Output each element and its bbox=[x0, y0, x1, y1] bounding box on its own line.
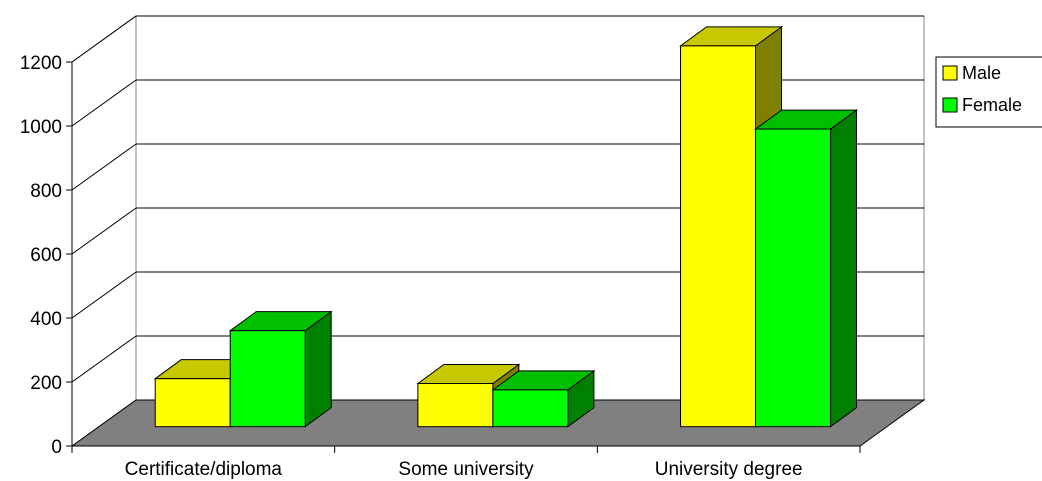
y-tick-label: 0 bbox=[51, 437, 62, 458]
bar-front bbox=[154, 378, 231, 428]
chart-legend: Male Female bbox=[935, 56, 1042, 128]
x-category-label: Some university bbox=[398, 459, 534, 480]
bar-side bbox=[304, 310, 332, 428]
gridline-side bbox=[71, 207, 137, 255]
gridline-side bbox=[71, 143, 137, 191]
bar-female-0 bbox=[228, 310, 333, 428]
bar-front bbox=[755, 128, 832, 428]
bar-female-2 bbox=[754, 109, 859, 428]
legend-label: Male bbox=[962, 63, 1001, 83]
y-tick-label: 1200 bbox=[20, 53, 62, 74]
gridline-side bbox=[71, 335, 137, 383]
legend-swatch bbox=[942, 65, 958, 81]
gridline-side bbox=[71, 271, 137, 319]
y-tick-label: 800 bbox=[30, 181, 62, 202]
x-category-label: Certificate/diploma bbox=[125, 459, 283, 480]
chart-axes: 0 200 400 600 800 1000 1200 Certificate/diploma… bbox=[20, 53, 861, 480]
bar-female-1 bbox=[491, 369, 596, 428]
bar-side bbox=[830, 109, 858, 428]
bar-front bbox=[229, 330, 306, 428]
legend-label: Female bbox=[962, 95, 1022, 115]
x-category-label: University degree bbox=[655, 459, 803, 480]
bar-front bbox=[417, 382, 494, 428]
gridline-side bbox=[71, 79, 137, 127]
bar-front bbox=[680, 45, 757, 428]
y-tick-label: 600 bbox=[30, 245, 62, 266]
y-tick-label: 400 bbox=[30, 309, 62, 330]
chart-bars bbox=[153, 25, 859, 428]
y-tick-label: 200 bbox=[30, 373, 62, 394]
y-tick-label: 1000 bbox=[20, 117, 62, 138]
bar-front bbox=[492, 389, 569, 428]
gridline-side bbox=[71, 15, 137, 63]
legend-swatch bbox=[942, 97, 958, 113]
